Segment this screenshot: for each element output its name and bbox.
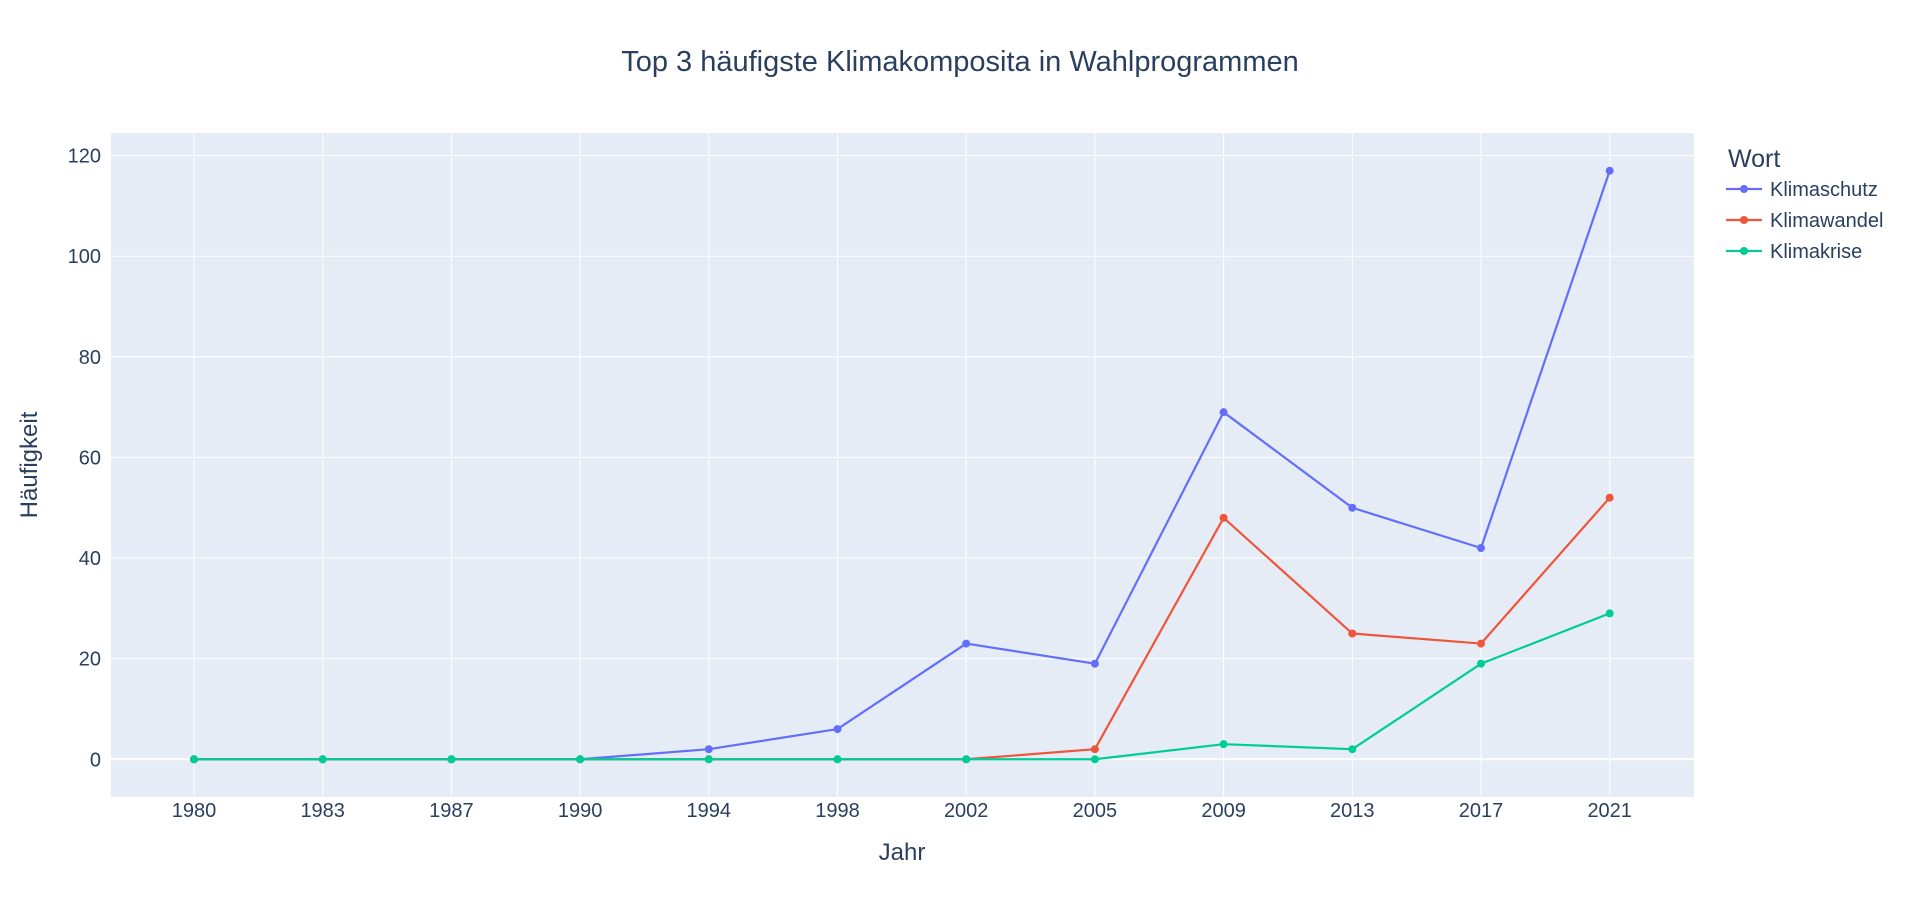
legend-label: Klimawandel — [1770, 210, 1883, 232]
data-point — [1090, 659, 1099, 668]
x-axis-title: Jahr — [879, 839, 926, 866]
data-point — [1477, 544, 1485, 552]
data-point — [576, 755, 585, 764]
legend-items[interactable]: Klimaschutz Klimawandel Klimakrise — [1726, 179, 1883, 263]
data-point — [447, 755, 456, 764]
series-klimakrise — [190, 609, 1614, 764]
data-point — [1219, 740, 1228, 749]
y-tick-label: 40 — [79, 548, 101, 570]
legend-swatch-marker — [1740, 216, 1748, 224]
series-layer — [190, 166, 1614, 764]
x-tick-label: 1994 — [687, 800, 732, 822]
y-axis-ticks: 0 20 40 60 80 100 120 — [68, 146, 101, 772]
legend-label: Klimaschutz — [1770, 179, 1878, 201]
legend-label: Klimakrise — [1770, 241, 1862, 263]
data-point — [1219, 408, 1228, 417]
data-point — [1348, 629, 1357, 638]
data-point — [1477, 659, 1485, 668]
x-tick-label: 1983 — [300, 800, 345, 822]
legend-swatch-marker — [1740, 247, 1748, 255]
data-point — [1090, 745, 1099, 754]
y-axis-title: Häufigkeit — [16, 411, 43, 518]
plot-area — [111, 133, 1694, 797]
data-point — [962, 639, 971, 648]
chart-title: Top 3 häufigste Klimakomposita in Wahlpr… — [621, 46, 1299, 78]
legend-item-klimaschutz[interactable]: Klimaschutz — [1726, 179, 1878, 201]
x-tick-label: 1998 — [815, 800, 860, 822]
y-tick-label: 60 — [79, 447, 101, 469]
legend-title: Wort — [1728, 145, 1780, 173]
data-point — [1348, 503, 1357, 512]
x-axis-ticks: 1980 1983 1987 1990 1994 1998 2002 2005 2009 2013… — [172, 800, 1632, 822]
data-point — [190, 755, 198, 764]
data-point — [833, 725, 842, 734]
data-point — [1477, 639, 1485, 648]
legend-item-klimawandel[interactable]: Klimawandel — [1726, 210, 1883, 232]
x-tick-label: 2017 — [1459, 800, 1504, 822]
data-point — [1605, 493, 1614, 502]
x-tick-label: 1987 — [429, 800, 474, 822]
data-point — [704, 755, 713, 764]
data-point — [704, 745, 713, 754]
x-tick-label: 2013 — [1330, 800, 1375, 822]
data-point — [318, 755, 327, 764]
data-point — [1605, 166, 1614, 175]
y-tick-label: 0 — [90, 749, 101, 771]
x-tick-label: 2021 — [1587, 800, 1632, 822]
x-tick-label: 1980 — [172, 800, 217, 822]
y-tick-label: 20 — [79, 649, 101, 671]
x-tick-label: 2009 — [1201, 800, 1246, 822]
y-tick-label: 120 — [68, 146, 101, 168]
data-point — [1605, 609, 1614, 618]
data-point — [1348, 745, 1357, 754]
x-gridlines — [193, 133, 1611, 797]
y-tick-label: 80 — [79, 347, 101, 369]
legend-swatch-marker — [1740, 185, 1748, 193]
data-point — [962, 755, 971, 764]
x-tick-label: 2005 — [1073, 800, 1118, 822]
x-tick-label: 1990 — [558, 800, 603, 822]
data-point — [1219, 513, 1228, 522]
y-tick-label: 100 — [68, 246, 101, 268]
x-tick-label: 2002 — [944, 800, 989, 822]
legend-item-klimakrise[interactable]: Klimakrise — [1726, 241, 1862, 263]
data-point — [833, 755, 842, 764]
legend[interactable]: Wort Klimaschutz Klimawandel Klimakrise — [1726, 145, 1883, 263]
series-line — [194, 612, 1611, 761]
data-point — [1090, 755, 1099, 764]
